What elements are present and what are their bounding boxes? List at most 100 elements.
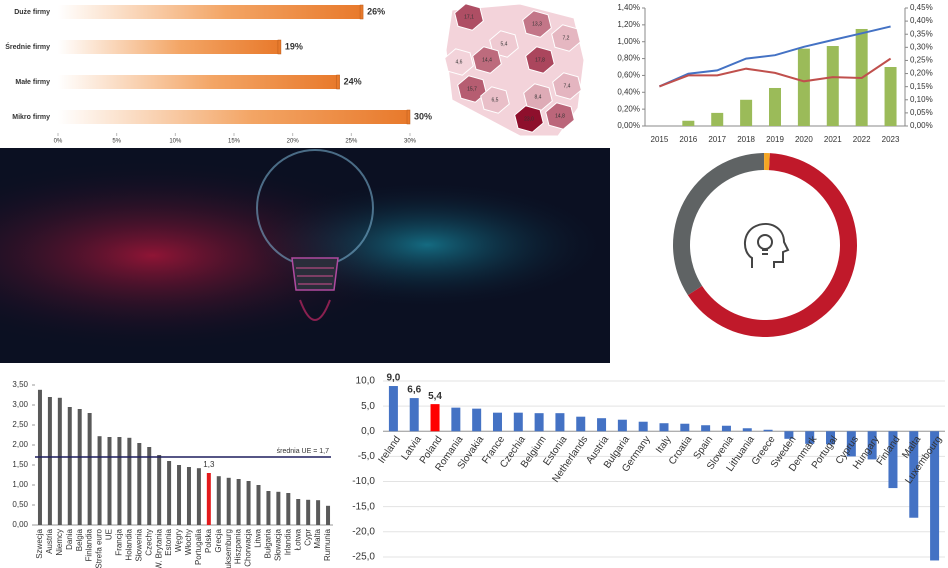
bar	[77, 409, 82, 525]
region-label: 15,7	[467, 86, 477, 92]
bar	[721, 425, 731, 432]
value-label: 30%	[414, 111, 432, 121]
x-tick-label: 2018	[737, 135, 755, 144]
region	[514, 105, 544, 133]
x-tick-label: Francja	[115, 528, 124, 555]
region	[551, 24, 581, 52]
bar	[740, 99, 753, 126]
y-tick-label: 5,0	[361, 401, 375, 412]
bar	[784, 431, 794, 439]
x-tick-label: Irlandia	[283, 528, 292, 555]
region-label: 8,4	[535, 94, 542, 100]
y2-tick-label: 0,05%	[910, 108, 933, 117]
y2-tick-label: 0,10%	[910, 95, 933, 104]
y2-tick-label: 0,30%	[910, 42, 933, 51]
y-tick-label: 0,00%	[617, 121, 640, 130]
bar	[867, 431, 877, 460]
region-label: 14,8	[555, 113, 565, 119]
x-tick-label: Hiszpania	[234, 528, 243, 564]
y2-tick-label: 0,00%	[910, 121, 933, 130]
bar-edge	[359, 4, 364, 20]
x-tick-label: Czechy	[144, 529, 153, 556]
bar	[659, 423, 669, 432]
x-tick-label: W. Brytania	[154, 528, 163, 568]
y-tick-label: 3,00	[12, 400, 28, 409]
x-tick-label: Malta	[313, 528, 322, 548]
x-tick-label: Grecja	[214, 528, 223, 552]
region	[444, 48, 474, 76]
region	[545, 102, 575, 130]
bar	[451, 407, 461, 432]
y-tick-label: -20,0	[352, 526, 375, 537]
bar	[805, 431, 815, 444]
y-tick-label: 1,50	[12, 460, 28, 469]
x-tick-label: Chorwacja	[244, 528, 253, 566]
y-tick-label: 2,00	[12, 440, 28, 449]
bar	[306, 499, 311, 525]
bar	[682, 120, 695, 126]
y-tick-label: 1,40%	[617, 3, 640, 12]
head-icon	[744, 223, 790, 268]
bar	[430, 404, 440, 432]
y2-tick-label: 0,40%	[910, 16, 933, 25]
category-label: Mikro firmy	[12, 114, 50, 121]
y-tick-label: 10,0	[356, 376, 376, 387]
bar	[638, 421, 648, 432]
bar	[388, 386, 398, 432]
x-tick-label: 5%	[112, 139, 121, 145]
bar	[763, 429, 773, 432]
bulb-base	[291, 257, 339, 291]
x-tick-label: 20%	[287, 139, 300, 145]
x-tick-label: 2019	[766, 135, 784, 144]
x-tick-label: Cypr	[303, 529, 312, 546]
region-label: 6,5	[492, 97, 499, 103]
x-tick-label: Austria	[45, 528, 54, 553]
bar	[286, 493, 291, 525]
bar	[57, 397, 62, 525]
region-label: 7,4	[564, 83, 571, 89]
value-label: 19%	[285, 41, 303, 51]
bar	[534, 413, 544, 432]
bar	[888, 431, 898, 489]
bar	[797, 48, 810, 127]
x-tick-label: 2021	[824, 135, 842, 144]
line	[659, 57, 892, 88]
y-tick-label: 0,20%	[617, 104, 640, 113]
bar	[826, 431, 836, 445]
bar	[157, 455, 162, 525]
bulb-reflection	[299, 299, 331, 321]
bar	[316, 500, 321, 525]
region-label: 7,2	[563, 35, 570, 41]
value-label: 26%	[367, 6, 385, 16]
x-tick-label: Belgia	[75, 528, 84, 551]
x-tick-label: Portugalia	[194, 528, 203, 565]
region	[552, 72, 582, 100]
x-tick-label: Szwecja	[35, 528, 44, 558]
category-label: Duże firmy	[14, 9, 50, 16]
bar	[266, 491, 271, 525]
bar	[236, 479, 241, 525]
bar	[884, 67, 897, 126]
region-label: 13,3	[532, 21, 542, 27]
x-tick-label: UE	[105, 529, 114, 540]
category-label: Średnie firmy	[5, 42, 50, 51]
value-label: 24%	[344, 76, 362, 86]
x-tick-label: Italy	[654, 434, 674, 455]
bar	[326, 505, 331, 525]
x-tick-label: Węgry	[174, 529, 183, 552]
donut-segment	[764, 153, 770, 171]
x-tick-label: 10%	[169, 139, 182, 145]
bar	[492, 412, 502, 432]
bar	[576, 416, 586, 432]
region	[454, 3, 484, 31]
bar	[58, 40, 281, 54]
bar	[137, 443, 142, 525]
region	[480, 86, 510, 114]
bar	[680, 423, 690, 432]
value-label: 6,6	[407, 385, 421, 396]
x-tick-label: Rumunia	[323, 528, 332, 561]
bar	[177, 465, 182, 525]
bar	[826, 46, 839, 127]
reference-label: średnia UE = 1,7	[277, 448, 329, 455]
